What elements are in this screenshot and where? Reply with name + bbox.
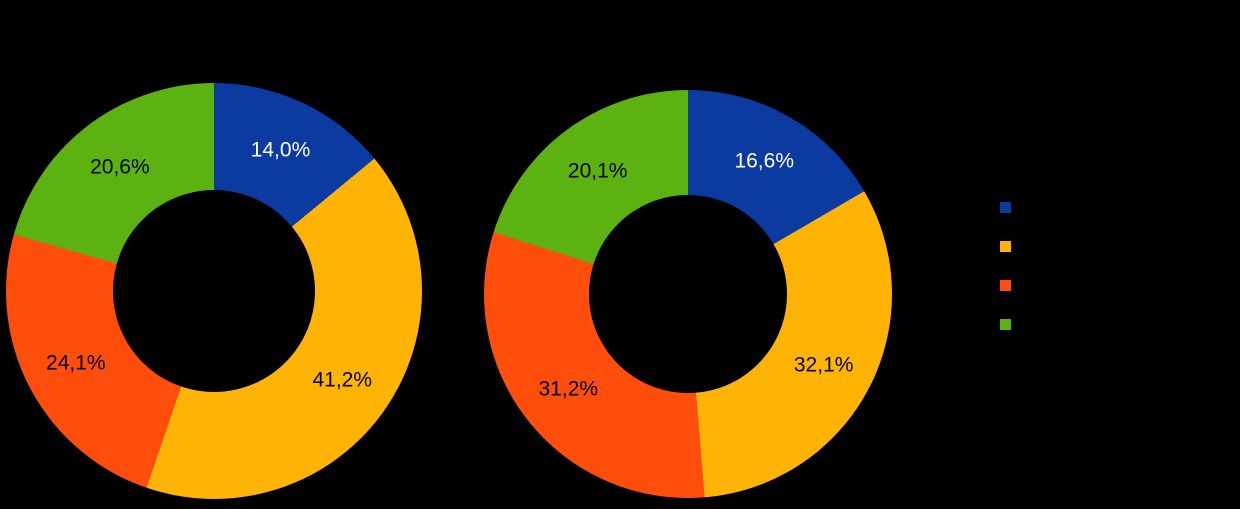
donut-hole — [113, 190, 315, 392]
legend-swatch-green — [1000, 319, 1011, 330]
legend — [1000, 202, 1011, 358]
slice-label-orange: 31,2% — [538, 377, 599, 401]
legend-swatch-blue — [1000, 202, 1011, 213]
slice-label-amber: 41,2% — [312, 368, 373, 392]
slice-label-green: 20,1% — [567, 159, 628, 182]
slice-label-amber: 32,1% — [793, 353, 854, 377]
legend-swatch-orange — [1000, 280, 1011, 291]
donut-chart-left: 14,0% 41,2% 24,1% 20,6% — [6, 83, 422, 499]
slice-label-orange: 24,1% — [46, 351, 106, 375]
donut-hole — [589, 195, 787, 393]
slice-label-blue: 14,0% — [250, 138, 311, 162]
slice-label-green: 20,6% — [90, 155, 150, 179]
donut-chart-right: 16,6% 32,1% 31,2% 20,1% — [484, 90, 892, 498]
legend-swatch-amber — [1000, 241, 1011, 252]
slice-label-blue: 16,6% — [734, 149, 794, 173]
